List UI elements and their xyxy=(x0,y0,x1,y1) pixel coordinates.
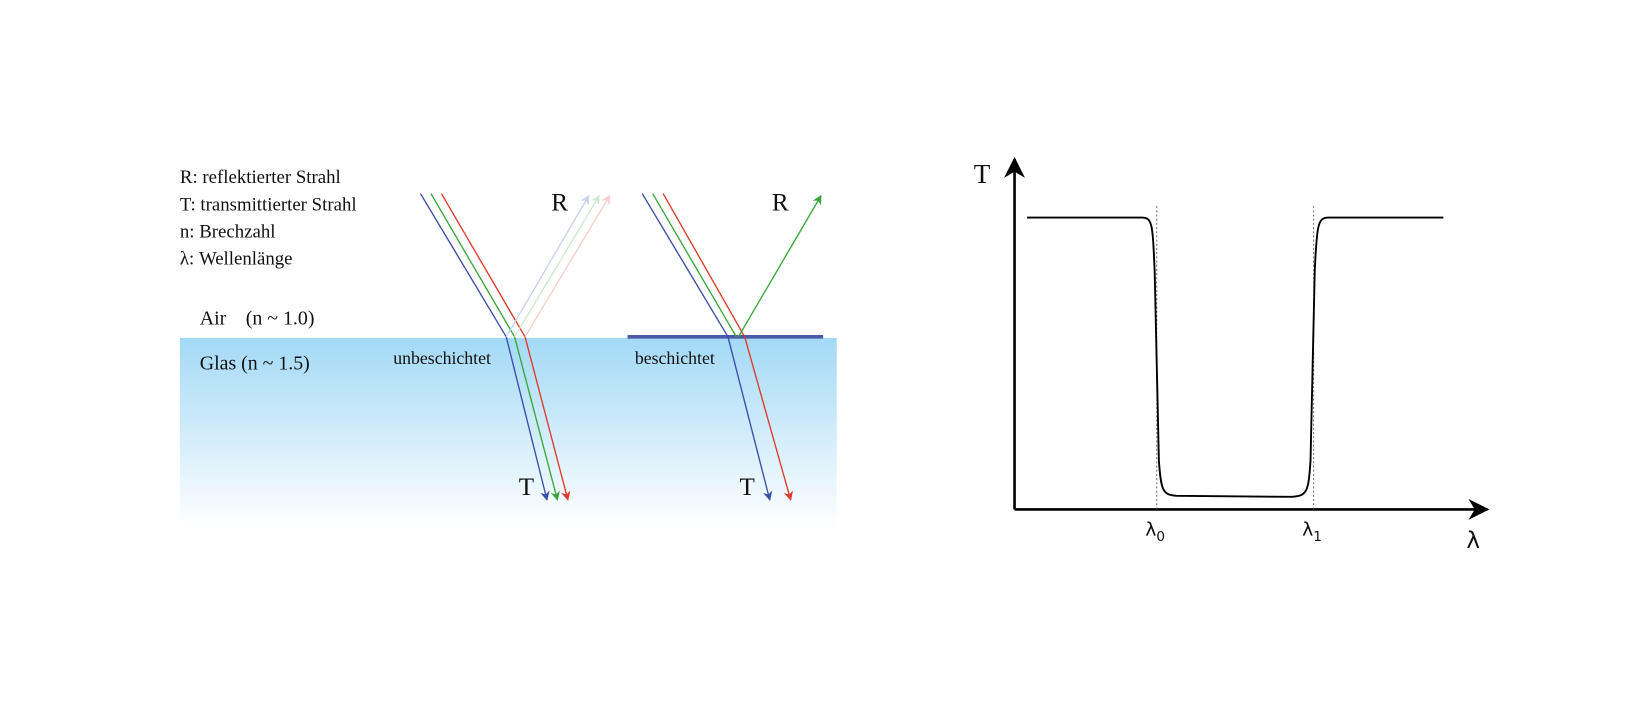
transmission-curve xyxy=(1027,216,1444,498)
glass-label: Glas (n ~ 1.5) xyxy=(200,352,310,374)
legend-item: n: Brechzahl xyxy=(180,221,276,242)
y-axis-label: T xyxy=(974,159,991,189)
air-label: Air xyxy=(200,307,227,329)
marker-symbol: λ xyxy=(1145,520,1156,541)
legend-item: T: transmittierter Strahl xyxy=(180,194,357,215)
uncoated-rays xyxy=(419,193,611,501)
air-index: (n ~ 1.0) xyxy=(246,307,315,329)
legend-item: R: reflektierter Strahl xyxy=(180,167,341,188)
x-axis-label: λ xyxy=(1466,528,1480,554)
reflected-label: R xyxy=(772,189,789,216)
marker-subscript: 0 xyxy=(1156,529,1165,545)
reflected-label: R xyxy=(551,189,568,216)
transmitted-label: T xyxy=(519,474,534,501)
panel-label: beschichtet xyxy=(635,348,715,368)
coated-rays xyxy=(641,193,822,501)
glass-medium xyxy=(179,337,837,529)
marker-label: λ0 xyxy=(1145,520,1165,545)
panel-label: unbeschichtet xyxy=(393,348,491,368)
marker-subscript: 1 xyxy=(1313,529,1322,545)
marker-label: λ1 xyxy=(1302,520,1322,545)
legend-item: λ: Wellenlänge xyxy=(180,249,293,270)
marker-symbol: λ xyxy=(1302,520,1313,541)
legend: R: reflektierter Strahl T: transmittiert… xyxy=(180,167,357,270)
transmitted-label: T xyxy=(739,474,754,501)
graph: T λ λ0 λ1 xyxy=(974,156,1490,554)
